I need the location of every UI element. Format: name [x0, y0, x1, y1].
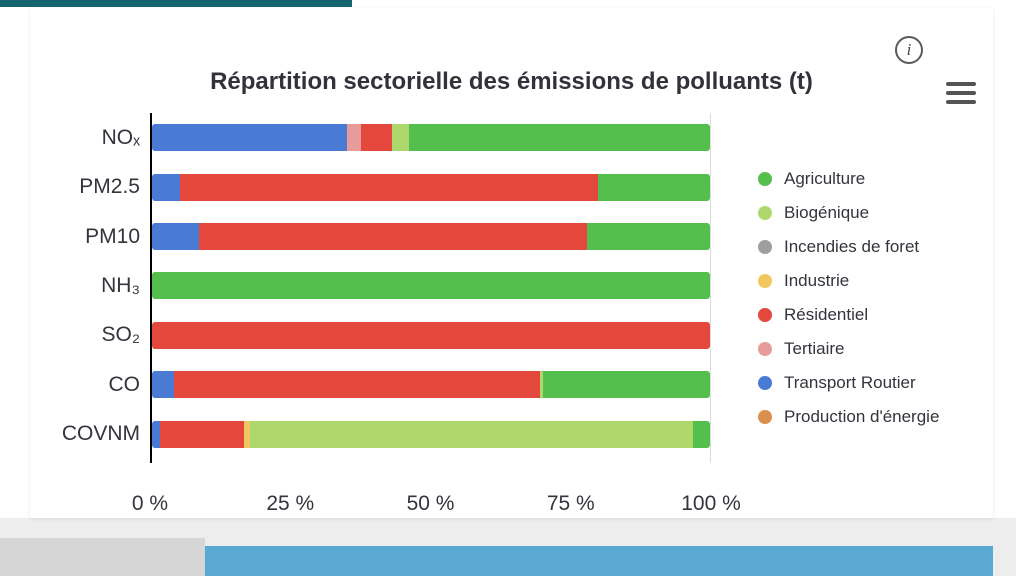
legend-marker — [758, 376, 772, 390]
y-axis-line — [150, 113, 152, 463]
legend-item[interactable]: Biogénique — [758, 196, 939, 230]
bar-row — [152, 113, 710, 162]
bar-segment[interactable] — [539, 371, 543, 399]
category-label: NH₃ — [101, 273, 140, 297]
bar-segment[interactable] — [249, 420, 694, 448]
legend-item[interactable]: Incendies de foret — [758, 230, 939, 264]
legend-marker — [758, 240, 772, 254]
legend-item[interactable]: Transport Routier — [758, 366, 939, 400]
bar-segment[interactable] — [199, 223, 588, 251]
legend-item[interactable]: Résidentiel — [758, 298, 939, 332]
bar-segment[interactable] — [542, 371, 710, 399]
bar-row — [152, 212, 710, 261]
legend-label: Résidentiel — [784, 305, 869, 324]
legend-label: Industrie — [784, 271, 850, 290]
bar-segment[interactable] — [361, 124, 392, 152]
legend-marker — [758, 410, 772, 424]
bar-segment[interactable] — [391, 124, 409, 152]
bar-segment[interactable] — [160, 420, 245, 448]
bar-segment[interactable] — [152, 321, 710, 349]
bar-segment[interactable] — [244, 420, 250, 448]
x-tick-label: 0 % — [131, 492, 169, 515]
bar-segment[interactable] — [174, 371, 540, 399]
bar-row — [152, 311, 710, 360]
bar-segment[interactable] — [347, 124, 362, 152]
legend-marker — [758, 308, 772, 322]
bar-row — [152, 360, 710, 409]
category-label: COVNM — [61, 422, 140, 446]
bar-segment[interactable] — [587, 223, 710, 251]
bar-segment[interactable] — [693, 420, 710, 448]
legend-label: Biogénique — [784, 203, 870, 222]
chart-card: Répartition sectorielle des émissions de… — [30, 8, 993, 518]
category-label: PM2.5 — [79, 175, 140, 199]
legend-label: Agriculture — [784, 169, 866, 188]
bar-segment[interactable] — [152, 420, 161, 448]
legend-marker — [758, 206, 772, 220]
bar-segment[interactable] — [152, 223, 200, 251]
bar-segment[interactable] — [152, 272, 710, 300]
bar-segment[interactable] — [152, 371, 175, 399]
legend-marker — [758, 172, 772, 186]
stacked-bar[interactable] — [152, 420, 710, 448]
x-axis-labels: 0 % 25 % 50 % 75 % 100 % — [132, 492, 741, 522]
legend-item[interactable]: Production d'énergie — [758, 400, 939, 434]
bar-row — [152, 261, 710, 310]
legend-item[interactable]: Industrie — [758, 264, 939, 298]
bar-segment[interactable] — [152, 124, 348, 152]
stacked-bar[interactable] — [152, 173, 710, 201]
stacked-bar[interactable] — [152, 321, 710, 349]
x-tick-label: 100 % — [681, 492, 741, 515]
plot-rows — [152, 113, 710, 459]
chart-title: Répartition sectorielle des émissions de… — [210, 68, 813, 95]
footer-gray-block — [0, 538, 205, 576]
legend-label: Production d'énergie — [784, 407, 940, 426]
y-axis-labels: NOₓ PM2.5 PM10 NH₃ SO₂ CO COVNM — [30, 113, 140, 459]
bar-row — [152, 410, 710, 459]
bar-segment[interactable] — [598, 173, 710, 201]
stacked-bar[interactable] — [152, 223, 710, 251]
category-label: NOₓ — [101, 125, 140, 149]
stacked-bar[interactable] — [152, 272, 710, 300]
x-tick-label: 50 % — [406, 492, 455, 515]
legend-item[interactable]: Agriculture — [758, 162, 939, 196]
gridline-100 — [710, 113, 711, 463]
stacked-bar[interactable] — [152, 371, 710, 399]
stacked-bar[interactable] — [152, 124, 710, 152]
chart-context-menu-button[interactable] — [946, 82, 976, 104]
bar-segment[interactable] — [179, 173, 599, 201]
hamburger-menu-icon — [946, 82, 976, 86]
legend: Agriculture Biogénique Incendies de foret I… — [758, 162, 939, 434]
category-label: PM10 — [85, 224, 140, 248]
legend-label: Tertiaire — [784, 339, 845, 358]
bar-segment[interactable] — [152, 173, 180, 201]
top-accent-bar — [0, 0, 352, 7]
info-icon: i — [906, 40, 912, 59]
x-tick-label: 75 % — [546, 492, 595, 515]
legend-marker — [758, 342, 772, 356]
bar-segment[interactable] — [408, 124, 710, 152]
bar-row — [152, 162, 710, 211]
x-tick-label: 25 % — [266, 492, 315, 515]
category-label: CO — [108, 372, 141, 396]
legend-label: Transport Routier — [784, 373, 916, 392]
info-button[interactable]: i — [895, 36, 923, 64]
legend-label: Incendies de foret — [784, 237, 920, 256]
legend-item[interactable]: Tertiaire — [758, 332, 939, 366]
legend-marker — [758, 274, 772, 288]
category-label: SO₂ — [101, 323, 141, 347]
